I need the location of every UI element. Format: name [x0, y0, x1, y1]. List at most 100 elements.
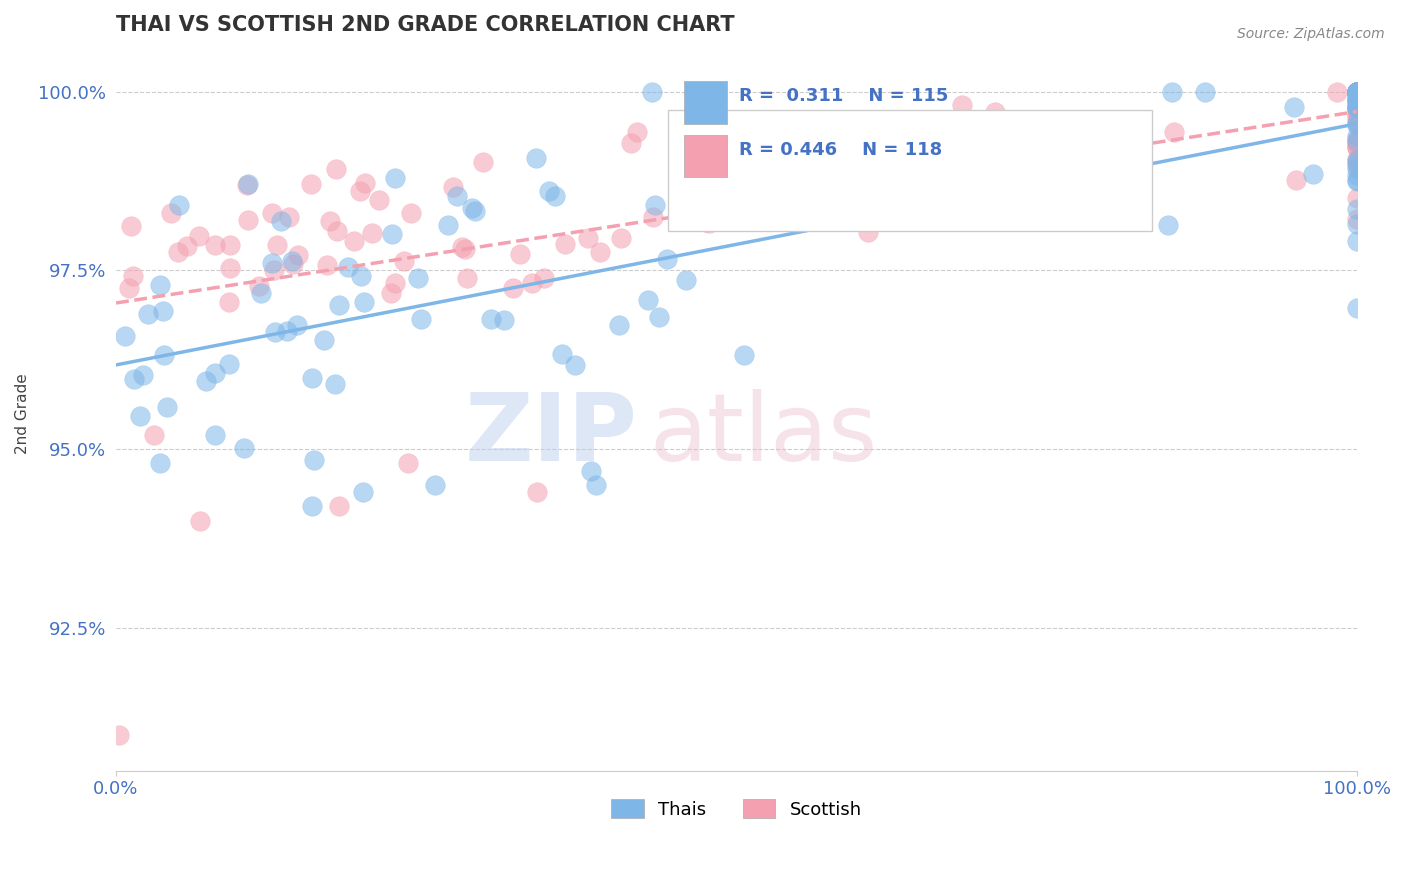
Point	[152, 348, 174, 362]
Point	[607, 318, 630, 333]
Point	[218, 261, 240, 276]
Point	[1346, 100, 1368, 114]
Point	[1346, 152, 1368, 166]
Point	[270, 214, 292, 228]
Point	[1302, 167, 1324, 181]
Point	[648, 310, 671, 325]
Point	[1346, 118, 1368, 132]
Point	[236, 178, 259, 193]
Point	[1346, 85, 1368, 99]
Point	[1346, 92, 1368, 106]
Point	[464, 204, 486, 219]
Point	[1346, 93, 1368, 107]
Point	[166, 245, 188, 260]
Point	[1346, 85, 1368, 99]
Point	[1346, 85, 1368, 99]
Point	[302, 453, 325, 467]
Point	[1346, 101, 1368, 115]
Point	[1346, 85, 1368, 99]
Point	[195, 374, 218, 388]
Point	[585, 478, 607, 492]
Point	[1156, 218, 1178, 232]
Point	[801, 162, 824, 177]
Point	[1346, 114, 1368, 128]
Point	[1346, 117, 1368, 131]
Point	[409, 311, 432, 326]
Point	[1346, 85, 1368, 99]
Point	[120, 219, 142, 234]
Point	[1346, 85, 1368, 99]
Point	[156, 400, 179, 414]
Point	[367, 194, 389, 208]
Point	[401, 205, 423, 219]
FancyBboxPatch shape	[685, 135, 727, 178]
Point	[1346, 85, 1368, 99]
Point	[1346, 85, 1368, 99]
Point	[551, 347, 574, 361]
Point	[136, 307, 159, 321]
Point	[1104, 160, 1126, 174]
Point	[1346, 85, 1368, 99]
Point	[262, 256, 284, 270]
Point	[218, 357, 240, 371]
Point	[1346, 158, 1368, 172]
FancyBboxPatch shape	[668, 110, 1153, 231]
Point	[328, 298, 350, 312]
Point	[266, 238, 288, 252]
Point	[1346, 98, 1368, 112]
Point	[695, 215, 717, 229]
Point	[1346, 140, 1368, 154]
Point	[1346, 85, 1368, 99]
Point	[1346, 85, 1368, 99]
Point	[283, 257, 305, 271]
Point	[287, 248, 309, 262]
Point	[644, 197, 666, 211]
Point	[655, 252, 678, 267]
Point	[1346, 134, 1368, 148]
Point	[1346, 168, 1368, 182]
Point	[759, 209, 782, 223]
Point	[609, 231, 631, 245]
Point	[1346, 141, 1368, 155]
Point	[1346, 85, 1368, 99]
Point	[188, 514, 211, 528]
Point	[1346, 85, 1368, 99]
Point	[1346, 101, 1368, 115]
Point	[544, 189, 567, 203]
Point	[1346, 93, 1368, 107]
Point	[218, 237, 240, 252]
Point	[579, 463, 602, 477]
Point	[869, 154, 891, 169]
Point	[520, 276, 543, 290]
Point	[1346, 234, 1368, 248]
Point	[1346, 218, 1368, 232]
Point	[381, 227, 404, 242]
Text: R =  0.311    N = 115: R = 0.311 N = 115	[740, 87, 949, 105]
Point	[392, 254, 415, 268]
Point	[1346, 95, 1368, 110]
Point	[1285, 172, 1308, 186]
Point	[128, 409, 150, 423]
Text: Source: ZipAtlas.com: Source: ZipAtlas.com	[1237, 27, 1385, 41]
Point	[149, 456, 172, 470]
FancyBboxPatch shape	[685, 81, 727, 123]
Point	[1346, 87, 1368, 102]
Point	[315, 258, 337, 272]
Point	[714, 153, 737, 168]
Point	[1346, 103, 1368, 118]
Point	[1346, 136, 1368, 150]
Point	[281, 253, 304, 268]
Legend: Thais, Scottish: Thais, Scottish	[605, 792, 869, 826]
Point	[1346, 87, 1368, 102]
Point	[187, 229, 209, 244]
Point	[950, 97, 973, 112]
Point	[446, 189, 468, 203]
Point	[1346, 85, 1368, 99]
Point	[1346, 173, 1368, 187]
Point	[1346, 85, 1368, 99]
Point	[328, 500, 350, 514]
Point	[451, 240, 474, 254]
Point	[987, 198, 1010, 212]
Point	[1346, 132, 1368, 146]
Point	[1346, 85, 1368, 99]
